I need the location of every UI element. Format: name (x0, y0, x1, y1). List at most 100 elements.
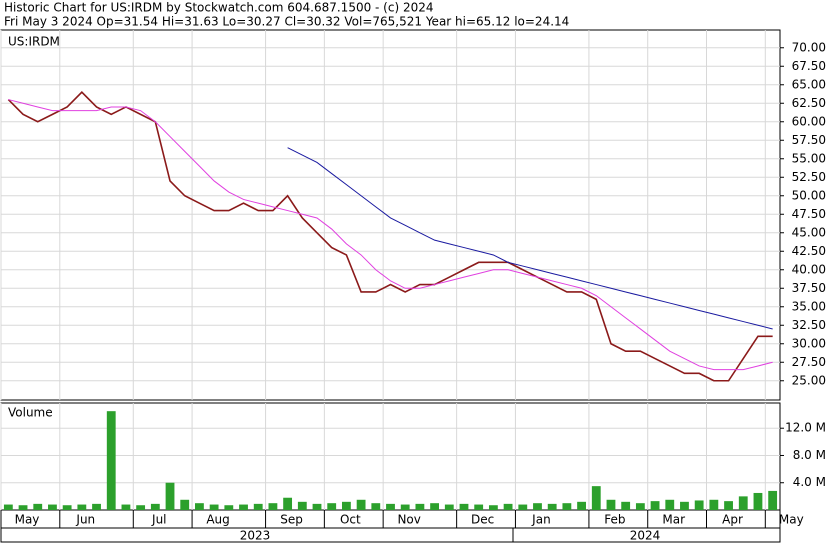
volume-bar (547, 503, 557, 510)
x-tick-label: Apr (722, 513, 743, 527)
x-tick-label: Dec (471, 513, 494, 527)
volume-bar (768, 490, 778, 510)
y-tick-label: 25.00 (792, 373, 826, 387)
y-tick-label: 45.00 (792, 225, 826, 239)
volume-bar (591, 486, 601, 510)
volume-bar (635, 503, 645, 510)
x-tick-label: May (15, 513, 40, 527)
x-tick-label: Nov (397, 513, 420, 527)
x-tick-label: Jun (75, 513, 95, 527)
volume-bar (165, 482, 175, 510)
volume-bar (562, 503, 572, 510)
x-tick-label: Jan (531, 513, 551, 527)
volume-bar (327, 503, 337, 510)
volume-bar (371, 503, 381, 510)
volume-bar (503, 503, 513, 510)
volume-bar (430, 503, 440, 510)
volume-bar (121, 504, 131, 510)
volume-bar (283, 497, 293, 510)
y-tick-label: 35.00 (792, 299, 826, 313)
y-tick-label: 37.50 (792, 281, 826, 295)
year-label: 2023 (240, 529, 271, 543)
volume-bar (209, 504, 219, 510)
y-tick-label: 40.00 (792, 262, 826, 276)
y-tick-label: 60.00 (792, 114, 826, 128)
volume-bar (136, 505, 146, 510)
volume-bar (62, 505, 72, 510)
volume-bar (415, 503, 425, 510)
y-tick-label: 67.50 (792, 59, 826, 73)
volume-bar (33, 503, 43, 510)
y-tick-label: 42.50 (792, 244, 826, 258)
volume-bar (474, 504, 484, 510)
chart-title: Historic Chart for US:IRDM by Stockwatch… (4, 1, 434, 15)
volume-bar (106, 411, 116, 510)
y-tick-label: 12.0 M (785, 421, 826, 435)
volume-bar (18, 505, 28, 510)
x-tick-label: Sep (280, 513, 303, 527)
volume-bar (665, 499, 675, 510)
volume-bar (195, 503, 204, 510)
y-tick-label: 30.00 (792, 336, 826, 350)
year-axis (0, 527, 781, 543)
moving-average (287, 147, 773, 330)
y-tick-label: 65.00 (792, 77, 826, 91)
volume-bar (694, 500, 704, 510)
plot-layer: May Jun Jul Aug Sep Oct Nov Dec Jan Feb Mar Apr May 2… (0, 30, 826, 528)
volume-bar (356, 499, 366, 510)
volume-bar (444, 504, 454, 510)
x-tick-label: Feb (604, 513, 625, 527)
y-tick-label: 8.0 M (793, 448, 826, 462)
volume-bar (724, 501, 733, 510)
volume-bar (488, 505, 498, 510)
volume-bar (753, 492, 763, 510)
volume-bar (386, 503, 395, 510)
volume-bar (606, 499, 616, 510)
volume-bar (518, 504, 528, 510)
volume-bar (77, 504, 87, 510)
volume-bar (621, 501, 631, 510)
volume-bar (312, 503, 322, 510)
moving-average (8, 99, 773, 371)
y-tick-label: 55.00 (792, 151, 826, 165)
price-line (7, 91, 773, 382)
y-tick-label: 27.50 (792, 355, 826, 369)
y-tick-label: 32.50 (792, 318, 826, 332)
y-tick-label: 57.50 (792, 133, 826, 147)
x-tick-label: Oct (340, 513, 361, 527)
y-tick-label: 4.0 M (793, 475, 826, 489)
volume-bar (224, 505, 234, 510)
chart-subtitle: Fri May 3 2024 Op=31.54 Hi=31.63 Lo=30.2… (4, 15, 569, 29)
volume-bar (680, 501, 689, 510)
volume-bar (3, 504, 13, 510)
volume-bar (253, 503, 263, 510)
volume-bar (297, 501, 307, 510)
volume-bar (239, 504, 248, 510)
volume-bar (738, 496, 748, 510)
y-tick-label: 70.00 (792, 40, 826, 54)
y-tick-label: 62.50 (792, 96, 826, 110)
volume-bar (150, 503, 160, 510)
symbol-label: US:IRDM (8, 35, 60, 49)
y-tick-label: 47.50 (792, 207, 826, 221)
y-tick-label: 52.50 (792, 170, 826, 184)
x-tick-label: Mar (662, 513, 685, 527)
volume-bar (650, 501, 660, 510)
volume-bar (459, 503, 469, 510)
volume-label: Volume (8, 406, 53, 420)
x-tick-label: May (779, 513, 804, 527)
y-tick-label: 50.00 (792, 188, 826, 202)
x-tick-label: Jul (151, 513, 166, 527)
volume-bar (533, 503, 542, 510)
volume-bar (268, 503, 278, 510)
volume-bar (92, 503, 101, 510)
volume-bar (577, 501, 586, 510)
volume-bar (400, 504, 410, 510)
volume-bar (48, 504, 57, 510)
x-tick-label: Aug (206, 513, 229, 527)
volume-bar (709, 499, 719, 510)
volume-bar (180, 499, 190, 510)
volume-bar (341, 501, 351, 510)
